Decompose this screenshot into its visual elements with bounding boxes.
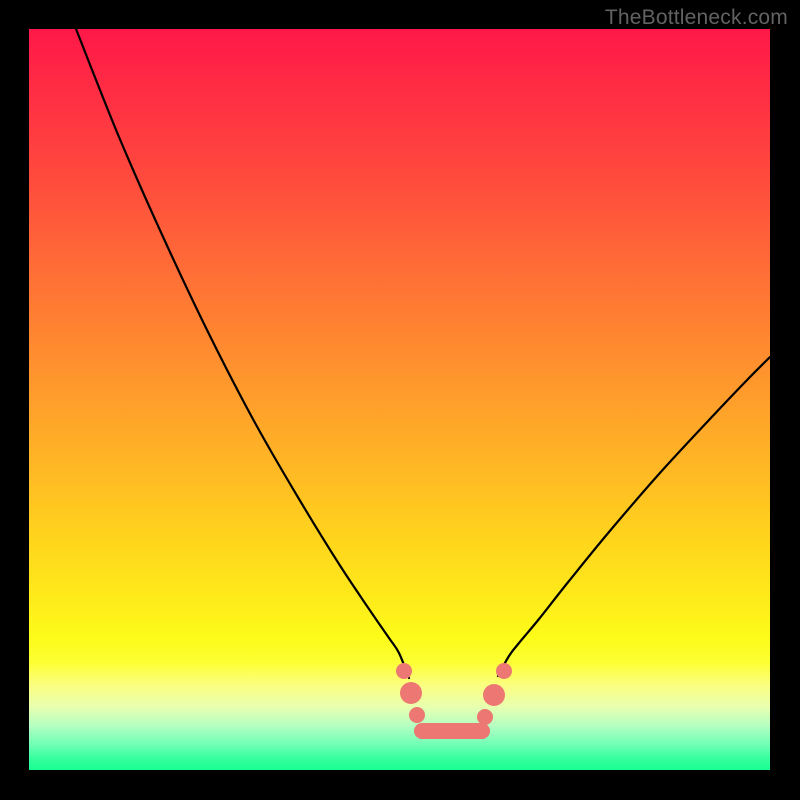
plot-area [29,29,770,770]
marker-dot [400,682,422,704]
watermark-text: TheBottleneck.com [605,6,788,30]
marker-dot [409,707,425,723]
curve-right [498,357,770,676]
marker-dot [496,663,512,679]
bottleneck-curve [29,29,770,770]
marker-dot [477,709,493,725]
chart-frame: TheBottleneck.com [0,0,800,800]
curve-left [76,29,409,678]
bottom-bar [414,723,490,739]
marker-dot [396,663,412,679]
marker-dot [483,684,505,706]
bottom-markers [396,663,512,739]
